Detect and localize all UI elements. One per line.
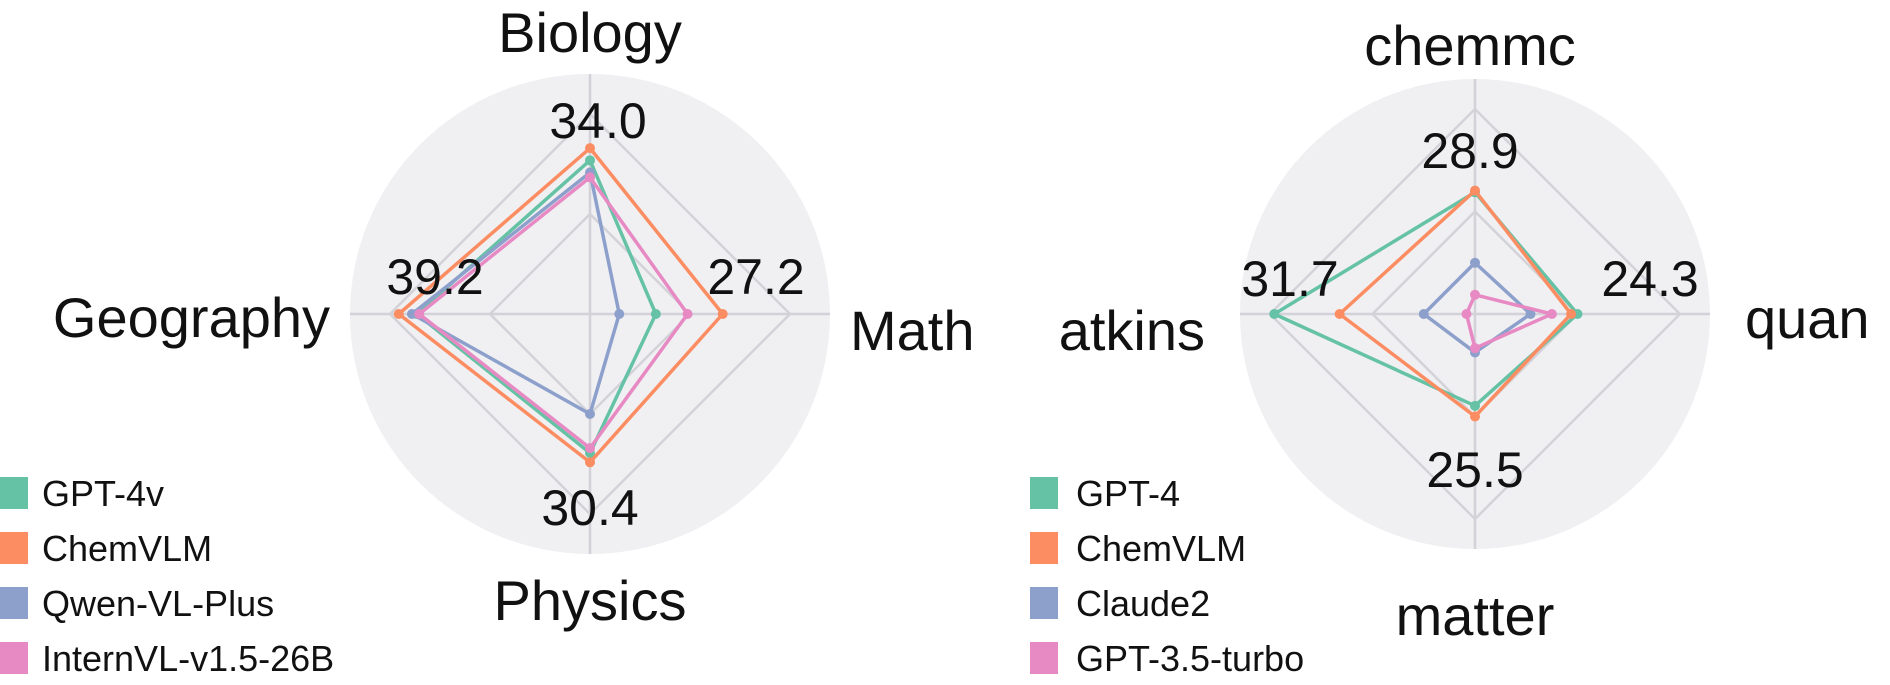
series-point-qwen-vl-plus-physics <box>585 409 595 419</box>
series-point-chemvlm-geography <box>393 309 404 319</box>
series-point-claude2-atkins <box>1418 309 1429 319</box>
axis-label-matter: matter <box>1396 584 1555 647</box>
legend-label-gpt-35-turbo: GPT-3.5-turbo <box>1076 638 1304 679</box>
series-point-chemvlm-chemmc <box>1470 185 1480 196</box>
series-point-chemvlm-physics <box>585 457 595 468</box>
legend-swatch-gpt-4v <box>0 477 28 509</box>
axis-label-geography: Geography <box>53 286 330 349</box>
legend-swatch-qwen-vl-plus <box>0 587 28 619</box>
max-value-quan: 24.3 <box>1601 251 1698 307</box>
series-point-gpt-4-matter <box>1470 400 1480 411</box>
series-point-gpt-3-5-turbo-chemmc <box>1470 289 1480 300</box>
series-point-claude2-quan <box>1525 309 1536 319</box>
max-value-chemmc: 28.9 <box>1421 123 1518 179</box>
axis-label-biology: Biology <box>498 1 682 64</box>
series-point-gpt-4v-biology <box>585 155 595 166</box>
legend-swatch-gpt-35-turbo <box>1030 642 1058 674</box>
max-value-geography: 39.2 <box>386 249 483 305</box>
series-point-chemvlm-atkins <box>1334 309 1345 319</box>
legend-label-chemvlm: ChemVLM <box>42 528 212 569</box>
series-point-gpt-4v-math <box>650 309 661 319</box>
max-value-physics: 30.4 <box>541 480 638 536</box>
axis-label-atkins: atkins <box>1059 299 1205 362</box>
radar-chart-1: Biology Math Physics Geography 34.0 27.2… <box>0 1 975 679</box>
radar-2-series <box>1269 185 1583 422</box>
radar-1-series <box>393 143 728 468</box>
legend-label-gpt-4: GPT-4 <box>1076 473 1180 514</box>
series-point-chemvlm-matter <box>1470 411 1480 422</box>
series-point-gpt-3-5-turbo-quan <box>1546 309 1557 319</box>
legend-swatch-gpt-4 <box>1030 477 1058 509</box>
series-point-chemvlm-quan <box>1566 309 1577 319</box>
series-point-internvl-v1-5-26b-math <box>682 309 693 319</box>
axis-label-quan: quan <box>1745 287 1870 350</box>
series-point-internvl-v1-5-26b-geography <box>414 309 425 319</box>
legend-label-chemvlm-2: ChemVLM <box>1076 528 1246 569</box>
radar-chart-2: chemmc quan matter atkins 28.9 24.3 25.5… <box>1030 14 1870 679</box>
series-point-gpt-3-5-turbo-matter <box>1470 343 1480 354</box>
max-value-biology: 34.0 <box>549 93 646 149</box>
axis-label-chemmc: chemmc <box>1364 14 1576 77</box>
series-point-qwen-vl-plus-math <box>614 309 625 319</box>
max-value-math: 27.2 <box>707 249 804 305</box>
max-value-matter: 25.5 <box>1426 442 1523 498</box>
legend-label-qwen-vl-plus: Qwen-VL-Plus <box>42 583 274 624</box>
legend-label-claude2: Claude2 <box>1076 583 1210 624</box>
axis-label-math: Math <box>850 299 975 362</box>
legend-swatch-claude2 <box>1030 587 1058 619</box>
legend-swatch-internvl <box>0 642 28 674</box>
legend-swatch-chemvlm-2 <box>1030 532 1058 564</box>
legend-label-gpt-4v: GPT-4v <box>42 473 164 514</box>
legend-swatch-chemvlm <box>0 532 28 564</box>
series-point-gpt-4-atkins <box>1269 309 1280 319</box>
legend-1: GPT-4v ChemVLM Qwen-VL-Plus InternVL-v1.… <box>0 473 334 679</box>
axis-label-physics: Physics <box>494 569 687 632</box>
series-point-chemvlm-biology <box>585 143 595 154</box>
series-point-chemvlm-math <box>717 309 728 319</box>
max-value-atkins: 31.7 <box>1241 251 1338 307</box>
series-point-internvl-v1-5-26b-biology <box>585 172 595 183</box>
series-point-claude2-chemmc <box>1470 257 1480 268</box>
legend-2: GPT-4 ChemVLM Claude2 GPT-3.5-turbo <box>1030 473 1304 679</box>
series-point-gpt-3-5-turbo-atkins <box>1461 309 1472 319</box>
series-point-internvl-v1-5-26b-physics <box>585 443 595 454</box>
legend-label-internvl: InternVL-v1.5-26B <box>42 638 334 679</box>
series-point-qwen-vl-plus-geography <box>406 309 417 319</box>
